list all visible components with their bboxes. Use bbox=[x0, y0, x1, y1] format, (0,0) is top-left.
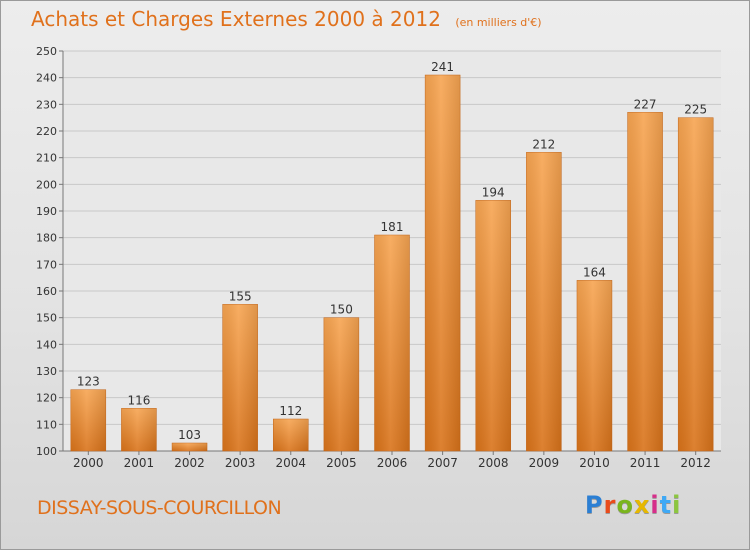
bar-shade bbox=[172, 443, 208, 451]
logo-letter: r bbox=[603, 491, 617, 519]
chart-title: Achats et Charges Externes 2000 à 2012 (… bbox=[31, 7, 542, 31]
data-label: 155 bbox=[229, 289, 252, 303]
bar-shade bbox=[374, 235, 410, 451]
y-tick-label: 220 bbox=[36, 125, 57, 138]
logo-letter: o bbox=[616, 491, 634, 519]
x-tick-label: 2003 bbox=[225, 456, 256, 470]
bar-shade bbox=[475, 200, 511, 451]
data-label: 181 bbox=[381, 220, 404, 234]
y-tick-label: 150 bbox=[36, 312, 57, 325]
logo-letter: i bbox=[650, 491, 660, 519]
y-tick-label: 160 bbox=[36, 285, 57, 298]
chart-subtitle: (en milliers d'€) bbox=[455, 16, 542, 29]
data-label: 227 bbox=[634, 97, 657, 111]
x-tick-label: 2008 bbox=[478, 456, 509, 470]
x-tick-label: 2000 bbox=[73, 456, 104, 470]
x-tick-label: 2009 bbox=[529, 456, 560, 470]
x-tick-label: 2006 bbox=[377, 456, 408, 470]
x-tick-label: 2005 bbox=[326, 456, 357, 470]
y-tick-label: 230 bbox=[36, 98, 57, 111]
bar-shade bbox=[273, 419, 309, 451]
y-tick-label: 190 bbox=[36, 205, 57, 218]
logo-letter: x bbox=[633, 491, 651, 519]
y-tick-label: 110 bbox=[36, 418, 57, 431]
bar-shade bbox=[323, 317, 359, 451]
bar-layer bbox=[70, 74, 714, 452]
x-tick-label: 2004 bbox=[275, 456, 306, 470]
data-label: 103 bbox=[178, 428, 201, 442]
data-label: 112 bbox=[279, 404, 302, 418]
data-label: 123 bbox=[77, 375, 100, 389]
bar-shade bbox=[526, 152, 562, 452]
bar-shade bbox=[222, 304, 258, 451]
y-tick-label: 180 bbox=[36, 232, 57, 245]
y-tick-label: 210 bbox=[36, 152, 57, 165]
data-label: 150 bbox=[330, 303, 353, 317]
x-tick-label: 2011 bbox=[630, 456, 661, 470]
data-label: 194 bbox=[482, 185, 505, 199]
bar-shade bbox=[576, 280, 612, 451]
chart-title-text: Achats et Charges Externes 2000 à 2012 bbox=[31, 7, 441, 31]
data-label: 164 bbox=[583, 265, 606, 279]
town-name: DISSAY-SOUS-COURCILLON bbox=[37, 497, 282, 519]
x-tick-label: 2002 bbox=[174, 456, 205, 470]
y-tick-label: 130 bbox=[36, 365, 57, 378]
data-label: 116 bbox=[127, 393, 150, 407]
y-tick-label: 250 bbox=[36, 45, 57, 58]
logo-letter: t bbox=[659, 491, 673, 519]
logo-letter: P bbox=[585, 491, 604, 519]
logo-letter: i bbox=[672, 491, 682, 519]
y-tick-label: 240 bbox=[36, 72, 57, 85]
x-tick-label: 2001 bbox=[124, 456, 155, 470]
bar-shade bbox=[678, 117, 714, 452]
y-tick-label: 200 bbox=[36, 178, 57, 191]
data-label: 225 bbox=[684, 103, 707, 117]
x-tick-label: 2012 bbox=[680, 456, 711, 470]
bar-shade bbox=[121, 408, 157, 451]
bar-shade bbox=[425, 75, 461, 451]
y-tick-label: 100 bbox=[36, 445, 57, 458]
proxiti-logo: Proxiti bbox=[585, 491, 681, 519]
y-tick-label: 170 bbox=[36, 258, 57, 271]
x-tick-label: 2010 bbox=[579, 456, 610, 470]
bar-shade bbox=[627, 112, 663, 451]
data-label: 212 bbox=[532, 137, 555, 151]
y-tick-label: 120 bbox=[36, 392, 57, 405]
data-label: 241 bbox=[431, 60, 454, 74]
x-tick-label: 2007 bbox=[427, 456, 458, 470]
bar-shade bbox=[70, 389, 106, 451]
label-layer: 123 116 103 155 112 150 181 241 194 212 164 227 225 bbox=[77, 60, 707, 442]
y-tick-label: 140 bbox=[36, 338, 57, 351]
